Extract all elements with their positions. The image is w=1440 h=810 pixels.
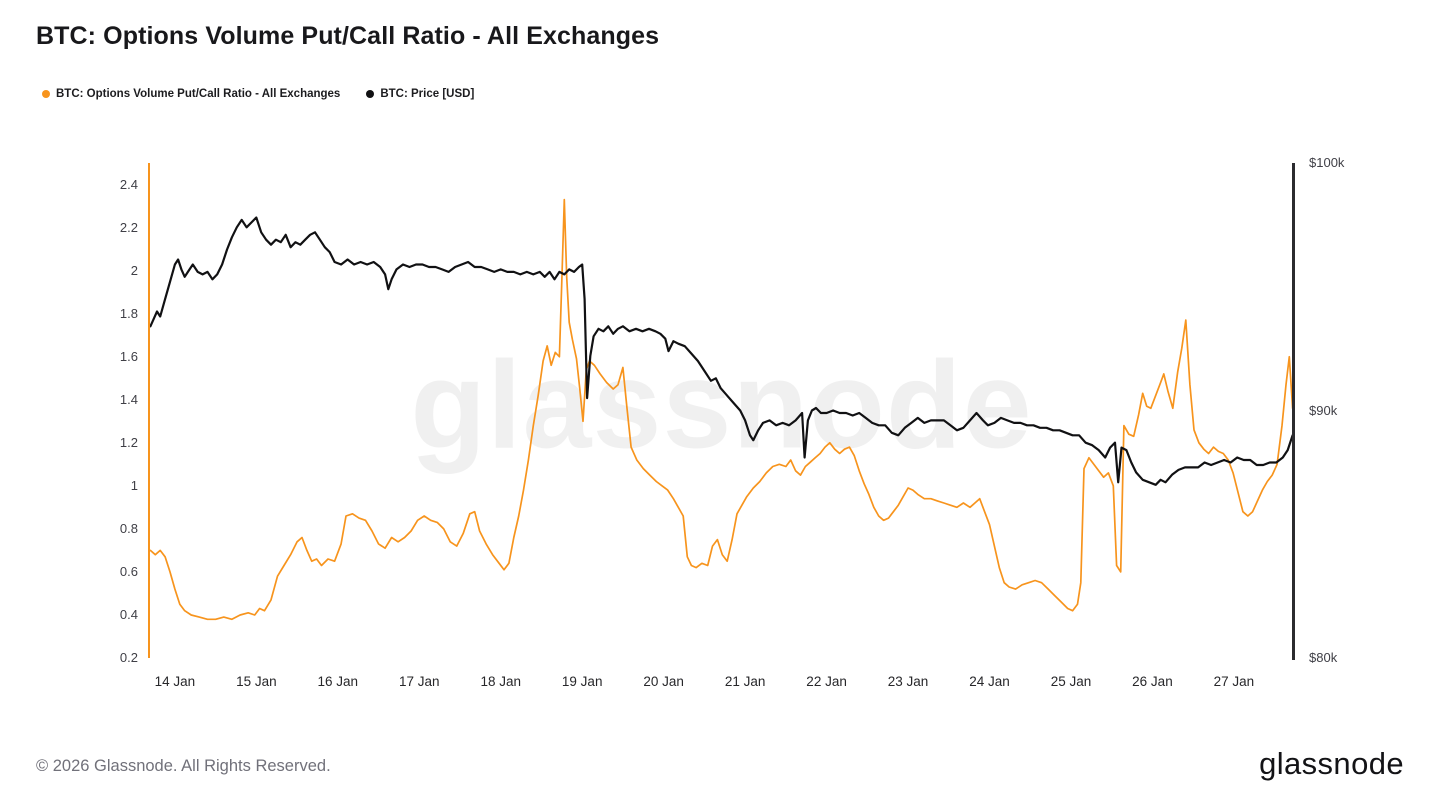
- x-tick-label: 26 Jan: [1132, 674, 1173, 689]
- x-tick-label: 22 Jan: [806, 674, 847, 689]
- x-tick-label: 14 Jan: [154, 674, 196, 689]
- legend-item-put-call-ratio[interactable]: BTC: Options Volume Put/Call Ratio - All…: [42, 88, 340, 100]
- right-axis-line: [1292, 163, 1295, 660]
- glassnode-logo: glassnode: [1259, 746, 1404, 781]
- y-left-tick-label: 1.8: [119, 305, 138, 321]
- series-line-0: [149, 198, 1294, 621]
- legend-item-btc-price[interactable]: BTC: Price [USD]: [366, 88, 474, 100]
- y-left-tick-label: 2.2: [119, 219, 138, 235]
- y-left-tick-label: 0.4: [119, 606, 138, 622]
- y-left-tick-label: 0.6: [119, 563, 138, 579]
- x-tick-label: 24 Jan: [969, 674, 1010, 689]
- y-left-tick-label: 2: [130, 262, 138, 278]
- left-axis-line: [148, 163, 150, 658]
- legend-dot-orange-icon: [42, 90, 50, 98]
- legend-label-put-call-ratio: BTC: Options Volume Put/Call Ratio - All…: [56, 88, 341, 100]
- legend-dot-black-icon: [366, 90, 375, 98]
- legend-label-btc-price: BTC: Price [USD]: [380, 88, 475, 100]
- x-tick-label: 17 Jan: [398, 674, 440, 689]
- y-right-tick-label: $80k: [1309, 650, 1338, 665]
- y-right-tick-label: $90k: [1309, 402, 1338, 418]
- x-tick-label: 27 Jan: [1213, 674, 1255, 689]
- x-tick-label: 23 Jan: [887, 674, 929, 689]
- legend: BTC: Options Volume Put/Call Ratio - All…: [42, 88, 474, 100]
- page-title: BTC: Options Volume Put/Call Ratio - All…: [36, 22, 660, 50]
- x-tick-label: 21 Jan: [724, 674, 766, 689]
- x-tick-label: 20 Jan: [643, 674, 684, 689]
- y-left-tick-label: 1.6: [119, 348, 138, 364]
- y-left-tick-label: 1: [130, 477, 138, 493]
- y-left-tick-label: 0.2: [119, 650, 138, 665]
- x-tick-label: 18 Jan: [480, 674, 522, 689]
- series-line-1: [149, 216, 1294, 486]
- chart-svg: [149, 198, 1294, 621]
- x-tick-label: 16 Jan: [317, 674, 359, 689]
- x-tick-label: 15 Jan: [236, 674, 277, 689]
- y-left-tick-label: 1.2: [119, 434, 138, 450]
- y-left-tick-label: 2.4: [119, 176, 138, 192]
- x-tick-label: 19 Jan: [561, 674, 603, 689]
- y-left-tick-label: 1.4: [119, 391, 138, 407]
- chart-area[interactable]: glassnode: [148, 163, 1295, 660]
- copyright-text: © 2026 Glassnode. All Rights Reserved.: [36, 757, 331, 775]
- x-tick-label: 25 Jan: [1050, 674, 1092, 689]
- y-right-tick-label: $100k: [1309, 155, 1345, 170]
- y-left-tick-label: 0.8: [119, 520, 138, 536]
